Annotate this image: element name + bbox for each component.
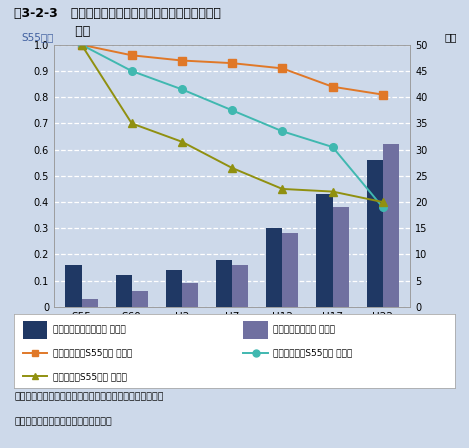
Bar xyxy=(266,228,282,307)
Bar xyxy=(182,283,198,307)
Bar xyxy=(166,270,182,307)
Bar xyxy=(243,321,267,339)
Text: イノシシ捕獲数（右軸 万頭）: イノシシ捕獲数（右軸 万頭） xyxy=(53,325,126,334)
Bar xyxy=(232,265,248,307)
Text: 総林家戸数（S55年比 左軸）: 総林家戸数（S55年比 左軸） xyxy=(53,348,132,357)
Bar xyxy=(82,299,98,307)
Bar xyxy=(216,260,232,307)
Bar xyxy=(66,265,82,307)
Text: S55年比: S55年比 xyxy=(21,33,53,43)
Bar xyxy=(333,207,348,307)
Text: 出典：農林業センサス・鳥獣関係統計: 出典：農林業センサス・鳥獣関係統計 xyxy=(14,418,112,426)
Text: 狩猟者数（S55年比 左軸）: 狩猟者数（S55年比 左軸） xyxy=(53,372,127,381)
Bar xyxy=(116,276,132,307)
Text: 総農家戸数（S55年比 左軸）: 総農家戸数（S55年比 左軸） xyxy=(273,348,353,357)
Text: 図3-2-3   山林における人の関わりの低下と野生鳥獣の: 図3-2-3 山林における人の関わりの低下と野生鳥獣の xyxy=(14,7,221,20)
Text: シカ捕獲数（右軸 万頭）: シカ捕獲数（右軸 万頭） xyxy=(273,325,335,334)
Bar xyxy=(282,233,298,307)
Bar xyxy=(317,194,333,307)
Bar xyxy=(23,321,47,339)
Text: 増加: 増加 xyxy=(14,25,91,38)
Bar xyxy=(132,291,148,307)
Text: （＊）イノシシ、シカの捕獲数のみ、平成２１年のデータ: （＊）イノシシ、シカの捕獲数のみ、平成２１年のデータ xyxy=(14,392,164,401)
Text: 万頭: 万頭 xyxy=(445,33,457,43)
Bar xyxy=(383,144,399,307)
Bar xyxy=(367,160,383,307)
